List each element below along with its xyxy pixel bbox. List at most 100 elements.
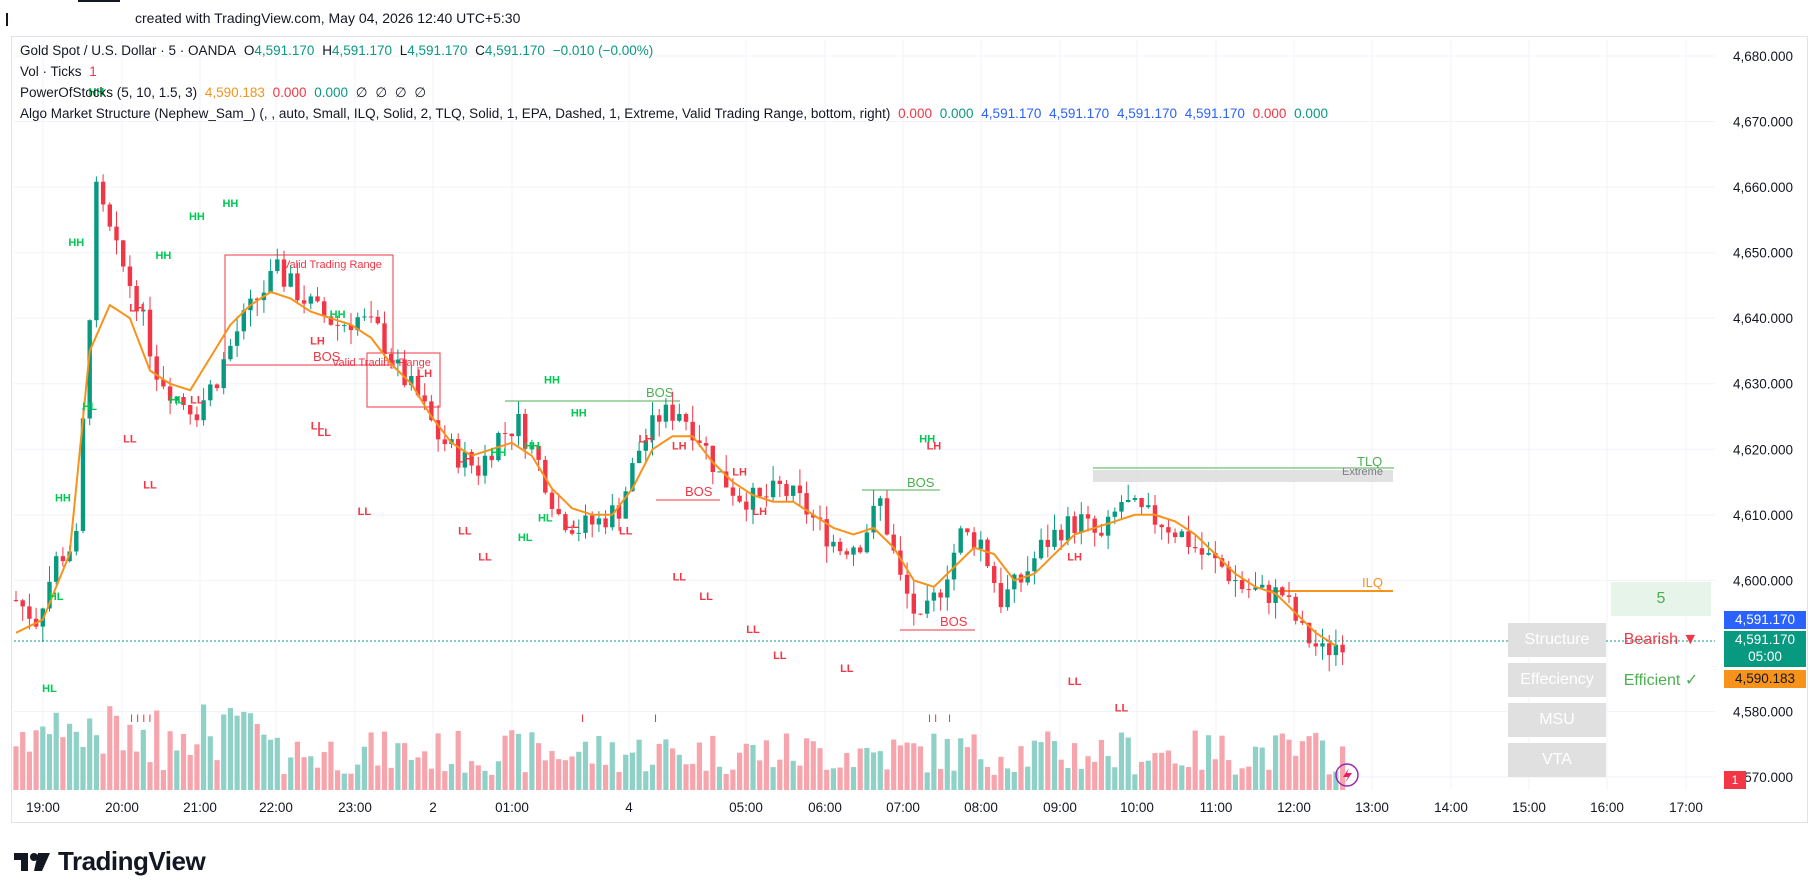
time-axis-label: 4 — [625, 800, 633, 815]
candle-body — [1193, 547, 1198, 549]
tick-marks-5: I — [948, 713, 951, 725]
countdown: 05:00 — [1748, 649, 1782, 664]
structure-label-lh: LH — [417, 368, 432, 380]
volume-label[interactable]: Vol · Ticks — [20, 64, 82, 79]
volume-bar — [616, 771, 622, 790]
candle-body — [683, 414, 689, 422]
candle-body — [322, 301, 327, 317]
structure-label-hh: HH — [155, 250, 171, 262]
structure-label-ll: LL — [673, 571, 687, 583]
volume-bar — [1025, 766, 1031, 790]
volume-bar — [134, 751, 140, 790]
candle-body — [703, 442, 709, 446]
volume-bar — [120, 750, 126, 790]
volume-bar — [395, 743, 401, 790]
price-axis-label: 4,650.000 — [1733, 246, 1793, 261]
candle-body — [911, 593, 916, 614]
candle-body — [904, 574, 910, 594]
volume-bar — [931, 733, 937, 790]
volume-bar — [33, 730, 39, 790]
volume-bar — [716, 766, 723, 790]
structure-label-lh: LH — [752, 506, 767, 518]
candle-body — [1206, 552, 1211, 555]
volume-bar — [80, 746, 86, 790]
volume-bar — [1125, 737, 1131, 790]
structure-label-ll: LL — [619, 525, 633, 537]
candle-body — [523, 413, 528, 449]
candle-body — [342, 325, 347, 327]
pos-value: ∅ — [394, 85, 407, 100]
pos-label[interactable]: PowerOfStocks (5, 10, 1.5, 3) — [20, 85, 198, 100]
volume-bar — [201, 704, 207, 790]
candle-body — [1139, 498, 1144, 508]
bos-label-1: BOS — [646, 385, 674, 400]
structure-label-lh: LH — [672, 440, 687, 452]
volume-bar — [415, 757, 421, 790]
candle-body — [764, 496, 769, 498]
structure-label-hl: HL — [169, 394, 184, 406]
candle-body — [13, 600, 19, 602]
volume-bar — [234, 715, 240, 790]
volume-bar — [582, 741, 589, 790]
candle-body — [1253, 587, 1258, 590]
tradingview-logo-icon[interactable] — [14, 851, 52, 873]
structure-label-ll: LL — [143, 480, 157, 492]
volume-bar — [629, 752, 635, 790]
candle-body — [275, 259, 280, 272]
tick-marks-3: I — [654, 713, 657, 725]
candle-body — [147, 309, 153, 357]
volume-bar — [241, 711, 247, 790]
time-axis[interactable]: 19:00 20:00 21:00 22:00 23:00 2 01:00 4 05:00 06:… — [26, 800, 1703, 815]
volume-bar — [154, 710, 160, 790]
structure-label-lh: LH — [638, 434, 653, 446]
volume-bar — [690, 763, 696, 790]
volume-bar — [93, 735, 99, 790]
candle-body — [925, 600, 930, 614]
tradingview-logo-text[interactable]: TradingView — [58, 846, 206, 876]
ams-value: 0.000 — [898, 106, 932, 121]
candle-body — [697, 440, 702, 443]
volume-bar — [1340, 746, 1346, 790]
volume-bar — [1139, 761, 1145, 790]
time-axis-label: 08:00 — [964, 800, 998, 815]
structure-label-hh: HH — [55, 493, 71, 505]
volume-bar — [971, 734, 977, 790]
time-axis-label: 01:00 — [495, 800, 529, 815]
volume-bar — [1132, 774, 1138, 790]
structure-label-lh: LH — [310, 335, 325, 347]
candle-body — [590, 515, 595, 525]
symbol-name[interactable]: Gold Spot / U.S. Dollar · 5 · OANDA — [20, 43, 237, 58]
candle-body — [409, 375, 414, 386]
candle-body — [1186, 531, 1191, 548]
candle-body — [757, 487, 762, 497]
time-axis-label: 14:00 — [1434, 800, 1468, 815]
candle-body — [80, 418, 86, 531]
volume-bar — [1212, 759, 1218, 790]
time-axis-label: 07:00 — [886, 800, 920, 815]
candle-body — [402, 359, 407, 386]
structure-label-ll: LL — [123, 434, 137, 446]
candle-body — [47, 581, 52, 609]
volume-bar — [951, 770, 957, 790]
ams-label[interactable]: Algo Market Structure (Nephew_Sam_) (, ,… — [20, 106, 891, 121]
bolt-icon[interactable] — [1335, 763, 1359, 787]
volume-bar — [536, 743, 542, 790]
time-axis-label: 23:00 — [338, 800, 372, 815]
price-axis-label: 4,610.000 — [1733, 508, 1793, 523]
volume-bar — [1179, 765, 1185, 790]
volume-bar — [1078, 768, 1084, 790]
candle-body — [1266, 584, 1272, 603]
last-price-tag-green: 4,591.170 05:00 — [1724, 631, 1806, 667]
candle-body — [114, 226, 119, 241]
volume-bar — [335, 770, 341, 790]
volume-bar — [763, 740, 769, 790]
volume-bar — [670, 748, 676, 790]
volume-bar — [1165, 750, 1171, 790]
volume-bar — [1333, 771, 1339, 790]
ams-value: 0.000 — [1252, 106, 1287, 121]
volume-bar — [127, 724, 133, 790]
price-axis[interactable]: 4,680.000 4,670.000 4,660.000 4,650.000 4,64… — [1733, 49, 1793, 785]
candle-body — [1172, 532, 1178, 538]
candle-body — [395, 359, 401, 364]
